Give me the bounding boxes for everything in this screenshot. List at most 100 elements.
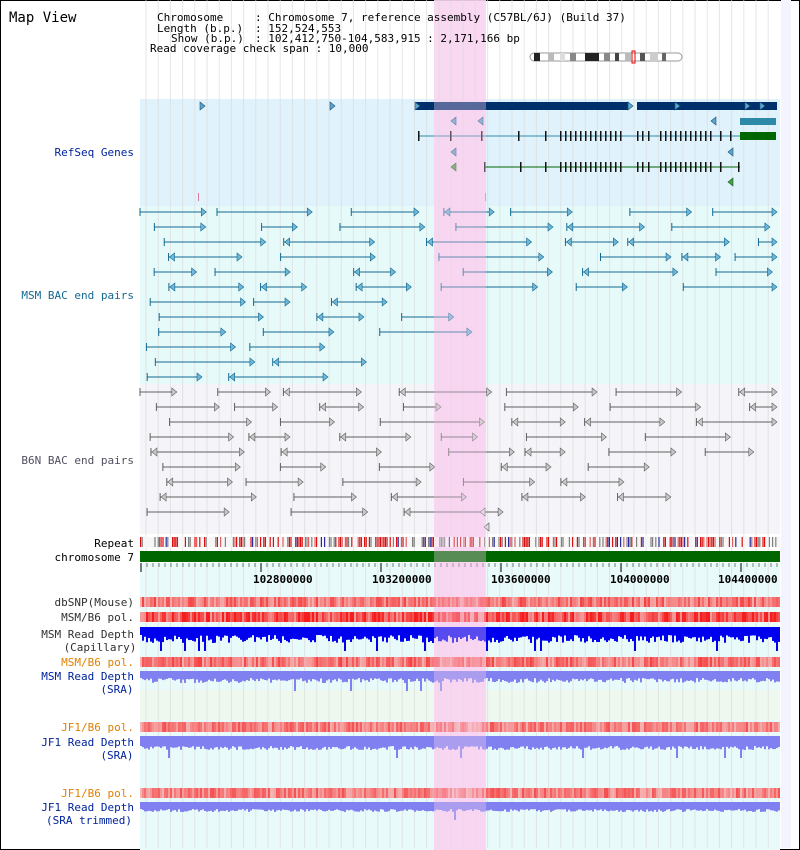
read-depth-bar [410, 627, 412, 636]
polymorphism-cell [190, 788, 192, 798]
repeat-element [215, 537, 217, 547]
read-depth-bar [194, 671, 196, 683]
polymorphism-cell [302, 657, 304, 667]
read-depth-bar [682, 671, 684, 683]
polymorphism-cell [144, 788, 146, 798]
polymorphism-cell [422, 722, 424, 732]
read-depth-bar [582, 802, 584, 811]
polymorphism-cell [448, 722, 450, 732]
read-depth-bar [572, 736, 574, 749]
repeat-element [205, 537, 207, 547]
polymorphism-cell [384, 612, 386, 622]
track-label-b6n-bac[interactable]: B6N BAC end pairs [21, 454, 134, 467]
read-depth-bar [354, 671, 356, 680]
polymorphism-cell [278, 788, 280, 798]
repeat-element [196, 537, 198, 547]
polymorphism-cell [292, 722, 294, 732]
polymorphism-cell [648, 788, 650, 798]
polymorphism-cell [248, 788, 250, 798]
polymorphism-cell [456, 657, 458, 667]
read-depth-bar [478, 627, 480, 641]
polymorphism-cell [406, 722, 408, 732]
repeat-element [306, 537, 308, 547]
polymorphism-cell [672, 722, 674, 732]
read-depth-bar [700, 671, 702, 680]
track-label-msm-depth-sra-2: (SRA) [100, 683, 134, 696]
polymorphism-cell [150, 597, 152, 607]
repeat-element [509, 537, 511, 547]
read-depth-bar [622, 671, 624, 682]
gene-exon [600, 162, 602, 172]
polymorphism-cell [718, 657, 720, 667]
read-depth-bar [412, 736, 414, 750]
gene-exon [565, 162, 567, 172]
polymorphism-cell [196, 788, 198, 798]
polymorphism-cell [686, 657, 688, 667]
read-depth-bar [494, 627, 496, 643]
polymorphism-cell [556, 788, 558, 798]
read-depth-bar [724, 627, 726, 643]
repeat-element [501, 537, 503, 547]
polymorphism-cell [326, 597, 328, 607]
polymorphism-cell [332, 657, 334, 667]
polymorphism-cell [470, 612, 472, 622]
read-depth-bar [262, 802, 264, 810]
read-depth-bar [188, 736, 190, 748]
polymorphism-cell [514, 612, 516, 622]
read-depth-bar [258, 671, 260, 682]
polymorphism-cell [566, 788, 568, 798]
gene-exon [680, 131, 682, 141]
polymorphism-cell [600, 657, 602, 667]
repeat-element [607, 537, 609, 547]
polymorphism-cell [610, 612, 612, 622]
polymorphism-cell [566, 657, 568, 667]
polymorphism-cell [236, 597, 238, 607]
track-label-msm-b6-pol-sra: MSM/B6 pol. [61, 656, 134, 669]
polymorphism-cell [624, 597, 626, 607]
read-depth-bar [536, 627, 538, 640]
bac-pair-arrow [672, 267, 679, 277]
read-depth-bar [146, 736, 148, 749]
gene-arrow [450, 147, 457, 157]
repeat-element [775, 537, 777, 547]
gene-exon [590, 162, 592, 172]
read-depth-bar [280, 671, 282, 681]
polymorphism-cell [350, 612, 352, 622]
read-depth-bar [660, 671, 662, 680]
polymorphism-cell [508, 722, 510, 732]
polymorphism-cell [508, 612, 510, 622]
read-depth-bar [572, 671, 574, 679]
repeat-element [500, 537, 502, 547]
read-depth-bar [474, 671, 476, 680]
read-depth-bar [382, 627, 384, 642]
track-label-refseq[interactable]: RefSeq Genes [54, 146, 134, 159]
read-depth-bar [414, 736, 416, 747]
read-depth-bar [716, 736, 718, 749]
read-depth-bar [300, 627, 302, 640]
polymorphism-cell [226, 722, 228, 732]
read-depth-bar [248, 671, 250, 681]
read-depth-bar [492, 627, 494, 638]
track-label-msm-bac[interactable]: MSM BAC end pairs [21, 289, 134, 302]
gene-exon [720, 131, 722, 141]
read-depth-bar [538, 627, 540, 638]
bac-pair-arrow [220, 327, 227, 337]
repeat-element [546, 537, 548, 547]
bac-pair-arrow [200, 207, 207, 217]
polymorphism-cell [606, 612, 608, 622]
read-depth-bar [260, 627, 262, 640]
repeat-element [199, 537, 201, 547]
read-depth-bar [188, 627, 190, 641]
read-depth-bar [762, 736, 764, 747]
read-depth-bar [206, 802, 208, 812]
polymorphism-cell [246, 597, 248, 607]
read-depth-bar [726, 802, 728, 811]
read-depth-bar [218, 627, 220, 637]
polymorphism-cell [228, 788, 230, 798]
polymorphism-cell [628, 722, 630, 732]
polymorphism-cell [774, 597, 776, 607]
gene-exon [545, 162, 547, 172]
read-depth-bar [726, 671, 728, 683]
polymorphism-cell [700, 657, 702, 667]
